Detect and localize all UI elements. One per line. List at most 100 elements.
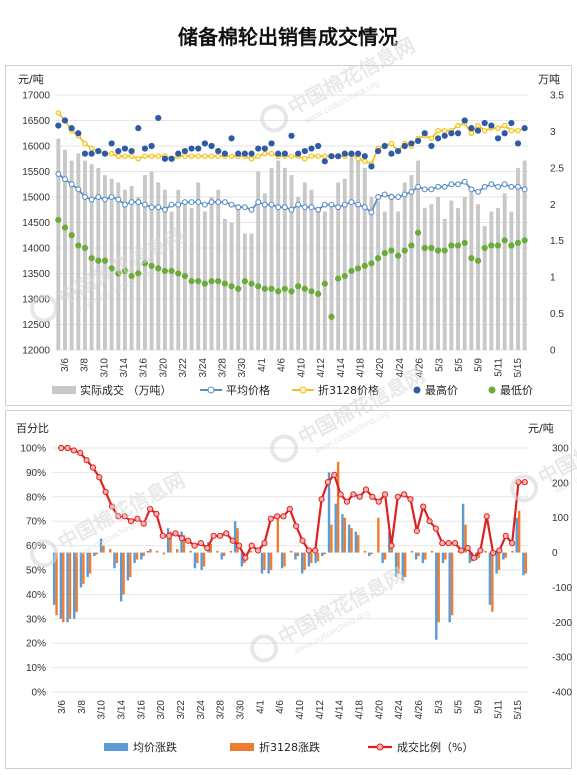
avg-price-point xyxy=(401,191,408,198)
min-price-point xyxy=(188,278,195,285)
max-price-point xyxy=(61,117,69,124)
zhe-price-point xyxy=(315,153,321,159)
top-left-unit: 元/吨 xyxy=(18,73,44,86)
min-price-point xyxy=(215,278,222,285)
ratio-point xyxy=(496,547,503,554)
max-price-point xyxy=(315,142,322,150)
zhe-change-bar xyxy=(135,552,139,560)
bottom-x-tick-label: 5/9 xyxy=(473,700,484,714)
zhe-change-bar xyxy=(477,552,481,558)
ratio-point xyxy=(242,554,249,561)
avg-price-point xyxy=(108,194,115,200)
max-price-point xyxy=(488,122,495,129)
ratio-point xyxy=(293,522,300,530)
bottom-left-tick-label: 70% xyxy=(26,517,46,528)
avg-change-bar xyxy=(86,552,89,577)
volume-bar xyxy=(309,189,314,350)
bottom-x-tick-label: 3/6 xyxy=(57,700,68,714)
zhe-price-point xyxy=(302,156,308,162)
avg-price-point xyxy=(228,201,235,208)
zhe-change-bar xyxy=(383,552,387,560)
volume-bar xyxy=(69,160,74,350)
volume-bar xyxy=(409,175,414,350)
avg-change-bar xyxy=(522,552,525,576)
bottom-right-tick-label: 300 xyxy=(552,444,569,455)
avg-change-bar xyxy=(300,552,304,574)
avg-price-point xyxy=(515,183,521,190)
avg-price-point xyxy=(95,194,102,200)
min-price-point xyxy=(228,283,235,290)
avg-price-point xyxy=(328,201,335,208)
avg-price-point xyxy=(122,201,128,208)
avg-price-point xyxy=(155,204,162,211)
avg-change-bar xyxy=(73,552,76,619)
legend-zhe-marker xyxy=(299,386,307,394)
min-price-point xyxy=(361,262,368,269)
ratio-point xyxy=(140,520,147,527)
avg-change-bar xyxy=(113,552,116,569)
legend-volume-label: 实际成交 （万吨） xyxy=(80,383,172,397)
watermark-logo-icon xyxy=(510,474,539,503)
avg-price-point xyxy=(148,204,155,211)
ratio-point xyxy=(299,537,306,544)
min-price-point xyxy=(315,290,322,297)
avg-change-bar xyxy=(368,552,371,557)
zhe-change-bar xyxy=(122,552,125,595)
avg-price-point xyxy=(381,191,388,198)
ratio-point xyxy=(70,447,77,454)
zhe-price-point xyxy=(155,153,162,159)
avg-price-point xyxy=(128,199,135,206)
top-x-tick-label: 4/18 xyxy=(355,358,366,378)
avg-change-bar xyxy=(99,538,103,553)
ratio-point xyxy=(248,542,255,549)
zhe-change-bar xyxy=(316,552,320,562)
top-left-tick-label: 12000 xyxy=(22,346,50,357)
bottom-panel-frame xyxy=(5,410,572,769)
zhe-change-bar xyxy=(155,550,159,553)
zhe-change-bar xyxy=(102,545,105,553)
volume-bar xyxy=(262,193,267,350)
zhe-price-point xyxy=(355,156,361,162)
max-price-point xyxy=(421,130,428,137)
bottom-left-tick-label: 40% xyxy=(26,590,46,601)
volume-bar xyxy=(402,182,407,350)
zhe-change-bar xyxy=(162,552,166,555)
volume-bar xyxy=(129,186,134,350)
zhe-price-point xyxy=(148,153,155,159)
zhe-change-bar xyxy=(189,550,192,553)
ratio-point xyxy=(445,540,452,547)
avg-change-bar xyxy=(233,521,237,553)
volume-bar xyxy=(63,149,67,350)
max-price-point xyxy=(321,158,328,165)
min-price-point xyxy=(348,267,355,275)
top-x-tick-label: 3/8 xyxy=(80,358,91,372)
watermark-logo-icon xyxy=(250,634,279,663)
ratio-point xyxy=(83,457,90,464)
top-x-tick-label: 3/30 xyxy=(237,358,248,378)
max-price-point xyxy=(141,145,149,152)
max-price-point xyxy=(308,145,315,152)
volume-bar xyxy=(442,218,447,350)
volume-bar xyxy=(329,204,334,350)
min-price-point xyxy=(454,242,462,249)
zhe-change-bar xyxy=(343,517,347,553)
zhe-price-point xyxy=(501,122,508,129)
avg-price-point xyxy=(255,199,262,206)
zhe-change-bar xyxy=(504,552,507,558)
avg-change-bar xyxy=(280,552,284,569)
min-price-point xyxy=(321,280,328,287)
zhe-change-bar xyxy=(222,552,226,557)
avg-price-point xyxy=(441,183,448,190)
min-price-point xyxy=(355,265,362,272)
zhe-price-point xyxy=(188,153,195,159)
legend-volume-swatch xyxy=(52,386,76,394)
max-price-point xyxy=(81,150,89,157)
max-price-point xyxy=(501,130,508,137)
ratio-point xyxy=(369,493,376,500)
avg-price-point xyxy=(355,201,362,208)
max-price-point xyxy=(361,153,368,160)
avg-price-point xyxy=(75,186,82,193)
ratio-point xyxy=(502,532,509,539)
